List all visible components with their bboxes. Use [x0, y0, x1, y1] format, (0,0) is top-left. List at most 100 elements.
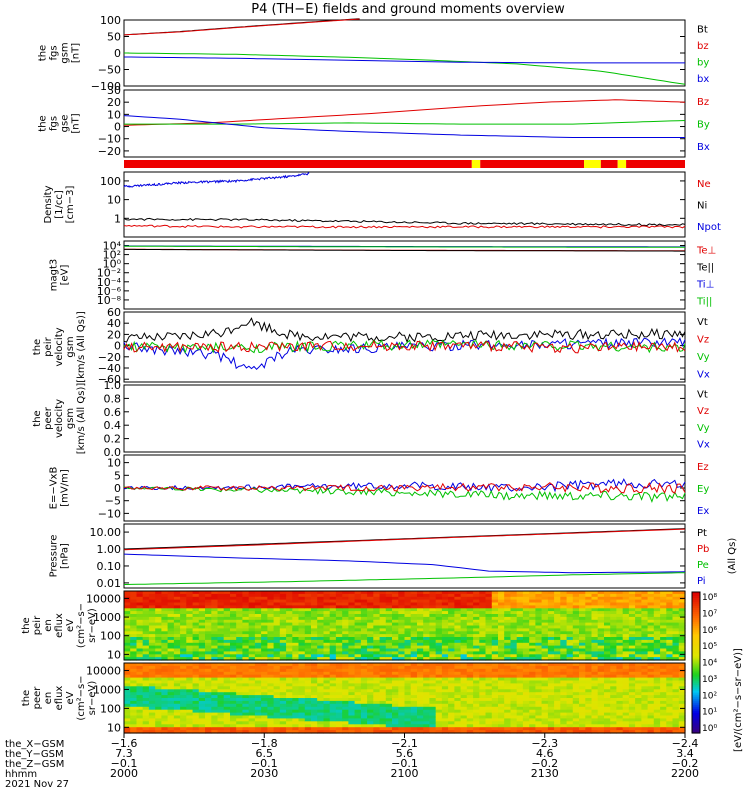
ylabel-line: the	[21, 617, 32, 633]
colorbar-tick-label: 10⁶	[702, 626, 717, 636]
panel-fgs-gsm: 100 50 0 −50 −100 the fgs gsm [nT] Bt bz by bx	[38, 14, 710, 93]
ytick-label: 100	[100, 175, 121, 188]
ytick-label: −20	[98, 145, 121, 158]
ytick-label: 10	[107, 194, 121, 207]
peir-velocity-frame	[123, 311, 686, 383]
series-bz	[123, 99, 686, 126]
panel-peir-spectrogram: 10000 1000 100 10 the peir en eflux eV (cm²−s− sr−…	[21, 590, 686, 661]
ylabel-line: [1/cc]	[54, 190, 65, 219]
legend-peer-velocity: Vz	[697, 406, 709, 417]
ylabel-line: eV	[65, 691, 76, 704]
ytick-label: 10⁻⁶	[97, 285, 122, 298]
xtick-label: 2000	[110, 767, 138, 780]
xtick-label: −0.1	[251, 757, 278, 770]
xtick-label: −2.1	[391, 737, 418, 750]
ytick-label: 30	[107, 84, 121, 97]
legend-fgs-gsm: bz	[697, 41, 709, 52]
ylabel-line: peir	[43, 336, 54, 356]
legend-efield: Ex	[697, 506, 709, 517]
ytick-label: 1	[114, 212, 121, 225]
series-ez	[123, 481, 686, 494]
series-ti	[124, 245, 685, 248]
pressure-right-label: (All Qs)	[727, 538, 738, 575]
ytick-label: 100	[100, 14, 121, 27]
peer-spectrogram-cells	[124, 663, 686, 734]
mode-segment	[584, 160, 601, 168]
xtick-label: 2200	[671, 767, 699, 780]
mode-segment	[626, 160, 685, 168]
ytick-label: 1.00	[97, 543, 122, 556]
ylabel-line: sr−eV)	[87, 608, 98, 643]
ytick-label: −5	[105, 495, 121, 508]
ylabel-line: [nT]	[71, 43, 82, 63]
series-vx	[123, 337, 686, 371]
ylabel-line: gsm	[65, 336, 76, 357]
ylabel-line: peir	[32, 615, 43, 635]
legend-pressure: Pe	[697, 560, 709, 571]
ytick-label: 10.00	[90, 526, 122, 539]
panel-peer-velocity: 1.00.80.60.40.20.0 the peer velocity gsm [km/…	[32, 379, 710, 459]
ylabel-line: gsm	[60, 42, 71, 63]
series-ni	[123, 217, 686, 227]
ylabel-line: [km/s (All Qs)]	[76, 383, 87, 455]
series-vt	[123, 317, 686, 344]
peer-velocity-frame	[123, 384, 686, 453]
ylabel-line: magt3	[49, 259, 60, 292]
colorbar-tick-label: 10⁷	[702, 609, 717, 619]
ylabel-line: [nPa]	[60, 543, 71, 569]
ytick-label: 1000	[93, 683, 121, 696]
series-pi	[123, 553, 686, 574]
ytick-label: 10⁻⁸	[97, 294, 122, 307]
ylabel-line: [km/s (All Qs)]	[76, 311, 87, 383]
ytick-label: 0.10	[97, 560, 122, 573]
ytick-label: 1000	[93, 611, 121, 624]
legend-temperature: Ti⊥	[696, 280, 714, 291]
legend-pressure: Pb	[697, 544, 709, 555]
series-by	[124, 120, 686, 125]
ylabel-line: the	[21, 690, 32, 706]
ytick-label: 10000	[86, 592, 121, 605]
colorbar-tick-label: 10²	[702, 691, 717, 701]
ylabel-line: (cm²−s−	[76, 675, 87, 720]
figure-title: P4 (TH−E) fields and ground moments over…	[251, 2, 565, 17]
xtick-label: 5.6	[396, 747, 414, 760]
ytick-label: 0	[114, 482, 121, 495]
ylabel-line: the	[38, 45, 49, 61]
xaxis-row-label: the_Z−GSM	[5, 759, 64, 770]
legend-peir-velocity: Vt	[697, 317, 708, 328]
colorbar-label: [eV/(cm²−s−sr−eV)]	[733, 648, 744, 752]
ylabel-line: eflux	[54, 686, 65, 711]
ytick-label: 40	[107, 317, 121, 330]
series-ne	[123, 224, 686, 229]
legend-pressure: Pi	[697, 576, 706, 587]
xtick-label: 7.3	[115, 747, 133, 760]
ytick-label: 10	[107, 721, 121, 734]
colorbar-tick-label: 10⁵	[702, 642, 717, 652]
ytick-label: 10²	[103, 249, 121, 262]
xtick-label: −0.1	[391, 757, 418, 770]
ytick-label: 10⁴	[103, 240, 122, 253]
peir-spectrogram-cells	[124, 591, 686, 661]
ylabel-line: [nT]	[71, 113, 82, 133]
mode-segment	[124, 160, 472, 168]
series-npot	[123, 171, 310, 188]
legend-fgs-gsm: bx	[697, 74, 709, 85]
legend-fgs-gse: Bz	[697, 97, 709, 108]
ytick-label: 50	[107, 31, 121, 44]
legend-density: Npot	[697, 222, 721, 233]
legend-density: Ni	[697, 201, 707, 212]
pressure-frame	[123, 523, 686, 589]
ytick-label: 0	[114, 47, 121, 60]
temperature-frame	[123, 240, 686, 310]
ytick-label: 0.4	[104, 419, 122, 432]
xtick-label: 2100	[391, 767, 419, 780]
ylabel-line: [cm−3]	[65, 186, 76, 224]
legend-efield: Ez	[697, 462, 709, 473]
ytick-label: 0.2	[104, 433, 122, 446]
ylabel-line: the	[32, 339, 43, 355]
ytick-label: 10⁰	[103, 258, 122, 271]
xtick-label: −1.8	[251, 737, 278, 750]
mode-segment	[471, 160, 481, 168]
